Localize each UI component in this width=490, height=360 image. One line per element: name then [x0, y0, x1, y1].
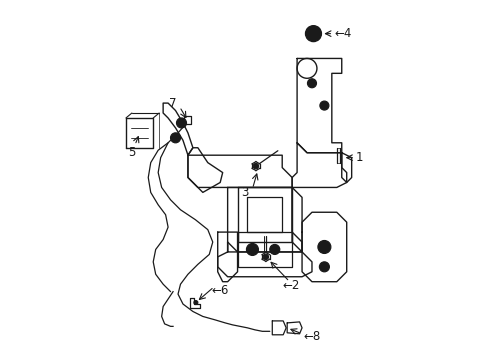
Text: 5: 5	[128, 146, 136, 159]
Polygon shape	[188, 155, 292, 188]
Text: ←4: ←4	[334, 27, 352, 40]
Polygon shape	[238, 232, 292, 267]
Text: 3: 3	[241, 186, 249, 199]
Polygon shape	[184, 117, 192, 125]
Polygon shape	[218, 242, 312, 277]
Circle shape	[310, 30, 318, 37]
Polygon shape	[287, 322, 302, 334]
Text: ←8: ←8	[303, 330, 321, 343]
Circle shape	[253, 163, 259, 169]
Circle shape	[318, 240, 331, 253]
Text: ←2: ←2	[282, 279, 299, 292]
Polygon shape	[188, 148, 222, 192]
Polygon shape	[297, 58, 342, 153]
Circle shape	[270, 244, 280, 255]
Circle shape	[306, 26, 321, 41]
Circle shape	[319, 262, 329, 272]
Polygon shape	[238, 188, 292, 242]
Polygon shape	[292, 188, 302, 252]
Circle shape	[308, 79, 317, 88]
Circle shape	[246, 243, 258, 255]
Polygon shape	[272, 321, 286, 335]
Polygon shape	[247, 197, 282, 232]
Circle shape	[176, 118, 187, 128]
Text: 7: 7	[170, 96, 177, 109]
Polygon shape	[228, 188, 302, 252]
Circle shape	[263, 254, 269, 260]
Circle shape	[194, 301, 198, 305]
Text: 1: 1	[356, 151, 364, 164]
Polygon shape	[191, 298, 200, 307]
Text: ←6: ←6	[211, 284, 229, 297]
Polygon shape	[163, 103, 193, 155]
Polygon shape	[342, 153, 352, 183]
Polygon shape	[126, 118, 153, 148]
Polygon shape	[292, 143, 347, 188]
Polygon shape	[218, 232, 238, 282]
Polygon shape	[302, 212, 347, 282]
Circle shape	[320, 101, 329, 110]
Circle shape	[171, 133, 180, 143]
